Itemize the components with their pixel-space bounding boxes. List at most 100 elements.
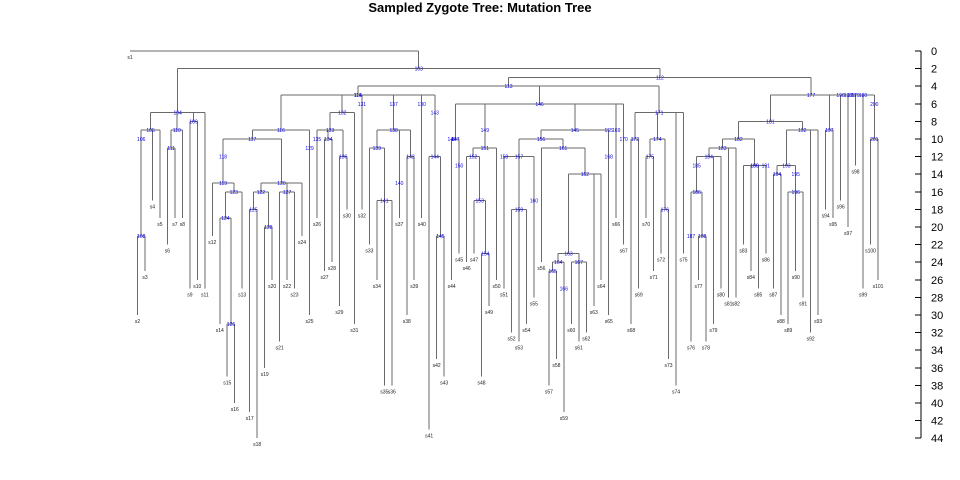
node-label-108: 108 xyxy=(137,234,146,240)
leaf-label-s8: s8 xyxy=(180,222,186,228)
node-label-159: 159 xyxy=(515,207,524,213)
node-label-163: 163 xyxy=(564,251,573,257)
leaf-label-s83: s83 xyxy=(739,249,747,255)
leaf-label-s42: s42 xyxy=(433,363,441,369)
node-label-106: 106 xyxy=(137,137,146,143)
node-label-199: 199 xyxy=(844,93,853,99)
node-label-116: 116 xyxy=(277,128,285,134)
node-label-152: 152 xyxy=(469,155,478,161)
leaf-label-s68: s68 xyxy=(627,328,635,334)
node-label-180: 180 xyxy=(859,93,868,99)
leaf-label-s44: s44 xyxy=(448,284,456,290)
depth-axis: 0246810121416182022242628303234363840424… xyxy=(915,46,943,445)
axis-tick-label-8: 8 xyxy=(931,116,937,128)
node-label-187: 187 xyxy=(687,234,696,240)
node-label-170: 170 xyxy=(620,137,629,143)
node-label-135: 135 xyxy=(313,137,322,143)
leaf-label-s11: s11 xyxy=(201,293,209,299)
node-label-201: 201 xyxy=(870,137,879,143)
node-label-122: 122 xyxy=(257,190,266,196)
leaf-label-s38: s38 xyxy=(403,319,411,325)
node-label-178: 178 xyxy=(848,93,857,99)
node-label-162: 162 xyxy=(581,172,590,178)
node-label-175: 175 xyxy=(646,155,655,161)
node-label-132: 132 xyxy=(338,111,347,117)
node-label-191: 191 xyxy=(762,163,771,169)
leaf-label-s21: s21 xyxy=(276,345,284,351)
leaf-label-s33: s33 xyxy=(365,249,373,255)
leaf-label-s69: s69 xyxy=(635,293,643,299)
node-label-176: 176 xyxy=(661,207,670,213)
leaf-label-s91: s91 xyxy=(799,301,807,307)
node-label-154: 154 xyxy=(481,251,490,257)
node-label-124: 124 xyxy=(221,216,230,222)
axis-tick-label-0: 0 xyxy=(931,46,937,58)
node-label-153: 153 xyxy=(476,199,485,205)
leaf-label-s80: s80 xyxy=(717,293,725,299)
leaf-label-s85: s85 xyxy=(754,293,762,299)
node-label-144: 144 xyxy=(431,155,440,161)
axis-tick-label-26: 26 xyxy=(931,275,943,287)
leaf-label-s22: s22 xyxy=(283,284,291,290)
node-label-160: 160 xyxy=(530,199,539,205)
node-label-156: 156 xyxy=(537,137,546,143)
leaf-label-s3: s3 xyxy=(142,275,148,281)
node-label-136: 136 xyxy=(339,155,348,161)
axis-tick-label-28: 28 xyxy=(931,292,943,304)
leaf-label-s57: s57 xyxy=(545,389,553,395)
leaf-label-s82: s82 xyxy=(732,301,740,307)
node-label-197: 197 xyxy=(825,128,834,134)
node-label-140: 140 xyxy=(395,181,404,187)
leaf-label-s92: s92 xyxy=(807,337,815,343)
node-label-171: 171 xyxy=(655,111,664,117)
leaf-label-s95: s95 xyxy=(829,222,837,228)
node-label-103: 103 xyxy=(415,67,424,73)
leaf-label-s84: s84 xyxy=(747,275,755,281)
axis-tick-label-44: 44 xyxy=(931,433,943,445)
node-label-146: 146 xyxy=(535,102,544,108)
node-label-166: 166 xyxy=(560,287,569,293)
tree-edges xyxy=(130,50,879,439)
leaf-label-s23: s23 xyxy=(291,293,299,299)
node-label-131: 131 xyxy=(358,102,367,108)
leaf-label-s67: s67 xyxy=(620,249,628,255)
leaf-label-s14: s14 xyxy=(216,328,224,334)
node-label-148: 148 xyxy=(447,137,456,143)
node-label-112: 112 xyxy=(656,75,664,81)
leaf-label-s39: s39 xyxy=(410,284,418,290)
axis-tick-label-10: 10 xyxy=(931,134,943,146)
leaf-label-s9: s9 xyxy=(187,293,193,299)
leaf-label-s50: s50 xyxy=(492,284,500,290)
leaf-label-s6: s6 xyxy=(165,249,171,255)
leaf-label-s16: s16 xyxy=(231,407,239,413)
node-label-195: 195 xyxy=(792,172,801,178)
node-label-165: 165 xyxy=(548,269,557,275)
leaf-label-s45: s45 xyxy=(455,257,463,263)
leaf-label-s89: s89 xyxy=(784,328,792,334)
leaf-label-s27: s27 xyxy=(320,275,328,281)
leaf-label-s12: s12 xyxy=(208,240,216,246)
leaf-label-s30: s30 xyxy=(343,213,351,219)
node-label-184: 184 xyxy=(705,155,714,161)
node-label-192: 192 xyxy=(798,128,807,134)
leaf-label-s15: s15 xyxy=(223,381,231,387)
node-label-150: 150 xyxy=(455,163,464,169)
leaf-label-s26: s26 xyxy=(313,222,321,228)
axis-tick-label-40: 40 xyxy=(931,398,943,410)
leaf-label-s87: s87 xyxy=(769,293,777,299)
leaf-label-s48: s48 xyxy=(478,381,486,387)
leaf-label-s52: s52 xyxy=(507,337,515,343)
leaf-label-s46: s46 xyxy=(463,266,471,272)
node-label-177: 177 xyxy=(807,93,816,99)
leaf-label-s70: s70 xyxy=(642,222,650,228)
axis-tick-label-30: 30 xyxy=(931,310,943,322)
leaf-label-s55: s55 xyxy=(530,301,538,307)
leaf-label-s35: s35 xyxy=(380,389,388,395)
leaf-label-s60: s60 xyxy=(567,328,575,334)
leaf-label-s93: s93 xyxy=(814,319,822,325)
node-label-185: 185 xyxy=(692,163,701,169)
node-label-189: 189 xyxy=(750,163,759,169)
leaf-label-s20: s20 xyxy=(268,284,276,290)
leaf-label-s94: s94 xyxy=(822,213,830,219)
